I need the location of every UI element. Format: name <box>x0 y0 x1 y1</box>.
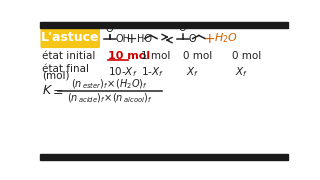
Text: $(n_{\,acide})_f\!\times\!(n_{\,alcool})_f$: $(n_{\,acide})_f\!\times\!(n_{\,alcool})… <box>67 91 153 105</box>
Text: $\mathit{H_2O}$: $\mathit{H_2O}$ <box>214 32 238 45</box>
Text: +: + <box>203 31 215 46</box>
Text: +: + <box>126 31 137 46</box>
Text: $(n_{\,ester})_f\!\times\!(H_2O)_f$: $(n_{\,ester})_f\!\times\!(H_2O)_f$ <box>71 77 148 91</box>
Text: O: O <box>189 33 196 44</box>
FancyBboxPatch shape <box>41 28 99 47</box>
Text: OH: OH <box>116 34 131 44</box>
Text: $1$-$X_f$: $1$-$X_f$ <box>141 65 164 78</box>
Text: 10 mol: 10 mol <box>108 51 150 61</box>
Text: O: O <box>179 23 187 33</box>
Text: 0 mol: 0 mol <box>232 51 261 61</box>
Text: état initial: état initial <box>42 51 96 61</box>
Text: $=$: $=$ <box>50 84 64 97</box>
Text: L'astuce: L'astuce <box>41 31 100 44</box>
Text: (mol): (mol) <box>42 71 70 80</box>
Text: $K$: $K$ <box>42 84 53 97</box>
Text: O: O <box>106 24 114 34</box>
Text: $10$-$X_f$: $10$-$X_f$ <box>108 65 138 78</box>
Text: 0 mol: 0 mol <box>183 51 212 61</box>
Text: 1 mol: 1 mol <box>141 51 170 61</box>
Text: $X_f$: $X_f$ <box>186 65 199 78</box>
Text: $X_f$: $X_f$ <box>235 65 248 78</box>
Bar <box>40 154 288 160</box>
Text: HO: HO <box>137 33 152 44</box>
Bar <box>40 22 288 28</box>
Text: état final: état final <box>42 64 89 74</box>
